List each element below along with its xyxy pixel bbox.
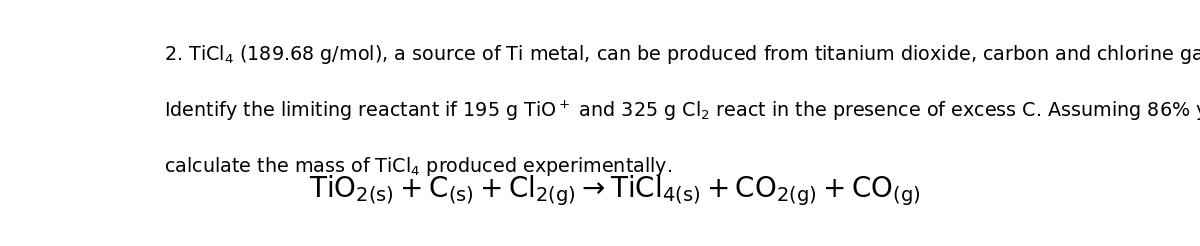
Text: calculate the mass of TiCl$_4$ produced experimentally.: calculate the mass of TiCl$_4$ produced …	[164, 154, 672, 178]
Text: $\mathrm{TiO_{2(s)} + C_{(s)} + Cl_{2(g)} \rightarrow TiCl_{4(s)} + CO_{2(g)} + : $\mathrm{TiO_{2(s)} + C_{(s)} + Cl_{2(g)…	[310, 173, 920, 208]
Text: Identify the limiting reactant if 195 g TiO$^+$ and 325 g Cl$_2$ react in the pr: Identify the limiting reactant if 195 g …	[164, 99, 1200, 123]
Text: 2. TiCl$_4$ (189.68 g/mol), a source of Ti metal, can be produced from titanium : 2. TiCl$_4$ (189.68 g/mol), a source of …	[164, 43, 1200, 66]
